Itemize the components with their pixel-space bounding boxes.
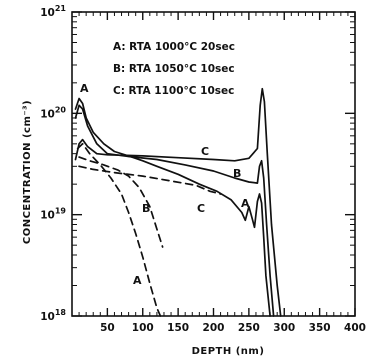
minor-ticks [72,12,355,316]
legend-entry-a: A: RTA 1000°C 20sec [113,41,235,53]
curve-labels: A B C A B C A [80,82,250,287]
x-tick-label: 150 [167,322,189,334]
y-tick-label: 1019 [40,207,66,222]
y-tick-exponent: 18 [55,308,67,317]
legend-entry-c: C: RTA 1100°C 10sec [113,85,234,97]
curve-a-solid [74,97,271,317]
x-axis-label: DEPTH (nm) [192,346,265,357]
y-axis-label: CONCENTRATION (cm⁻³) [22,100,33,244]
x-tick-labels: 50 100 150 200 250 300 350 400 [100,322,366,334]
curve-label-a-dashed: A [133,274,142,287]
curve-b-dashed [78,156,164,248]
x-tick-label: 200 [203,322,225,334]
x-tick-label: 400 [344,322,366,334]
curves [74,87,282,317]
curve-c-solid [74,87,282,317]
curve-b-solid [74,104,275,317]
curve-label-b-solid: B [233,167,241,180]
y-tick-exponent: 20 [55,105,67,114]
curve-label-a-right: A [241,197,250,210]
y-tick-label: 1018 [40,308,66,323]
y-tick-exponent: 21 [55,4,67,13]
y-tick-label: 1021 [40,4,66,19]
curve-label-c-solid: C [201,145,209,158]
curve-label-b-dashed: B [142,202,150,215]
x-tick-label: 350 [309,322,331,334]
x-tick-label: 300 [273,322,295,334]
plot-frame [71,11,356,317]
x-tick-label: 250 [238,322,260,334]
curve-label-c-dashed: C [197,202,205,215]
x-tick-label: 50 [100,322,115,334]
y-tick-labels: 1018 1019 1020 1021 [40,4,66,323]
curve-c-dashed [78,165,222,195]
y-tick-exponent: 19 [55,207,67,216]
y-tick-label: 1020 [40,105,66,120]
x-tick-label: 100 [132,322,154,334]
major-ticks [72,11,356,317]
curve-a-dashed [76,142,162,317]
legend: A: RTA 1000°C 20sec B: RTA 1050°C 10sec … [113,41,235,97]
curve-label-a-solid: A [80,82,89,95]
legend-entry-b: B: RTA 1050°C 10sec [113,63,235,75]
